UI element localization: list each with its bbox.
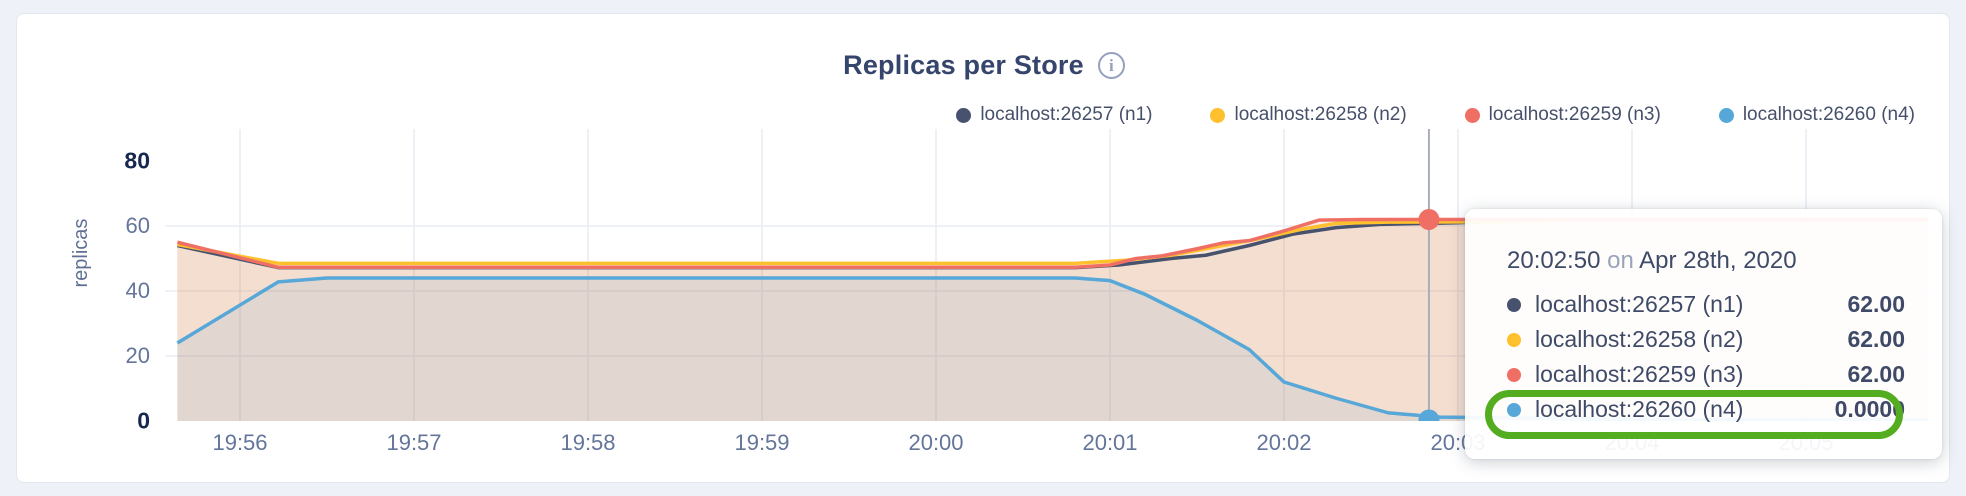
tooltip-row-n1: localhost:26257 (n1) 62.00: [1507, 287, 1905, 322]
x-tick-label: 20:01: [1082, 430, 1138, 455]
hover-tooltip: 20:02:50 on Apr 28th, 2020 localhost:262…: [1465, 209, 1942, 459]
y-tick-label: 0: [137, 407, 150, 434]
legend-item-label: localhost:26257 (n1): [980, 104, 1153, 125]
legend-dot-icon: [1464, 107, 1480, 123]
legend-item-n2: localhost:26258 (n2): [1210, 104, 1407, 126]
tooltip-series-value: 62.00: [1847, 361, 1905, 387]
y-tick-label: 20: [125, 343, 150, 368]
tooltip-series-value: 62.00: [1847, 291, 1905, 317]
tooltip-date: Apr 28th, 2020: [1639, 247, 1797, 274]
y-tick-label: 40: [125, 278, 150, 303]
legend-item-n3: localhost:26259 (n3): [1464, 104, 1661, 126]
tooltip-rows: localhost:26257 (n1) 62.00 localhost:26258…: [1507, 287, 1905, 427]
x-tick-label: 19:58: [560, 430, 616, 455]
tooltip-timestamp: 20:02:50 on Apr 28th, 2020: [1507, 247, 1905, 275]
tooltip-row-n2: localhost:26258 (n2) 62.00: [1507, 322, 1905, 357]
x-tick-label: 19:59: [734, 430, 790, 455]
tooltip-series-label: localhost:26259 (n3): [1535, 361, 1744, 387]
chart-header: Replicas per Store i: [17, 50, 1951, 81]
tooltip-series-label: localhost:26257 (n1): [1535, 291, 1744, 317]
legend-item-label: localhost:26258 (n2): [1234, 104, 1407, 125]
x-tick-label: 20:02: [1256, 430, 1312, 455]
highlight-annotation: [1485, 390, 1903, 439]
tooltip-conjunction: on: [1607, 247, 1634, 274]
tooltip-series-dot-icon: [1507, 297, 1521, 312]
legend-dot-icon: [1210, 107, 1226, 123]
legend-dot-icon: [956, 107, 972, 123]
legend: localhost:26257 (n1) localhost:26258 (n2)…: [956, 104, 1915, 126]
chart-title: Replicas per Store: [843, 50, 1084, 80]
legend-item-label: localhost:26260 (n4): [1742, 104, 1915, 125]
legend-item-n1: localhost:26257 (n1): [956, 104, 1152, 126]
x-tick-label: 19:56: [212, 430, 268, 455]
y-tick-label: 60: [125, 213, 150, 238]
series-line-n3: [176, 217, 1928, 270]
tooltip-time: 20:02:50: [1507, 247, 1601, 274]
legend-item-n4: localhost:26260 (n4): [1718, 104, 1915, 126]
legend-item-label: localhost:26259 (n3): [1488, 104, 1661, 125]
legend-dot-icon: [1718, 107, 1734, 123]
hover-dot-n4: [1418, 409, 1440, 421]
series-fill-n4: [177, 278, 1928, 421]
tooltip-series-dot-icon: [1507, 367, 1521, 382]
info-icon[interactable]: i: [1097, 52, 1125, 79]
y-tick-label: 80: [124, 147, 150, 174]
x-tick-label: 20:00: [908, 430, 964, 455]
tooltip-series-dot-icon: [1507, 332, 1521, 347]
x-tick-label: 19:57: [386, 430, 442, 455]
tooltip-series-label: localhost:26260 (n4): [1535, 396, 1744, 422]
tooltip-series-label: localhost:26258 (n2): [1535, 326, 1744, 352]
tooltip-series-value: 62.00: [1847, 326, 1905, 352]
tooltip-row-n3: localhost:26259 (n3) 62.00: [1507, 357, 1905, 392]
hover-dot-n3: [1418, 209, 1440, 230]
chart-card: Replicas per Store i localhost:26257 (n1…: [16, 13, 1950, 483]
